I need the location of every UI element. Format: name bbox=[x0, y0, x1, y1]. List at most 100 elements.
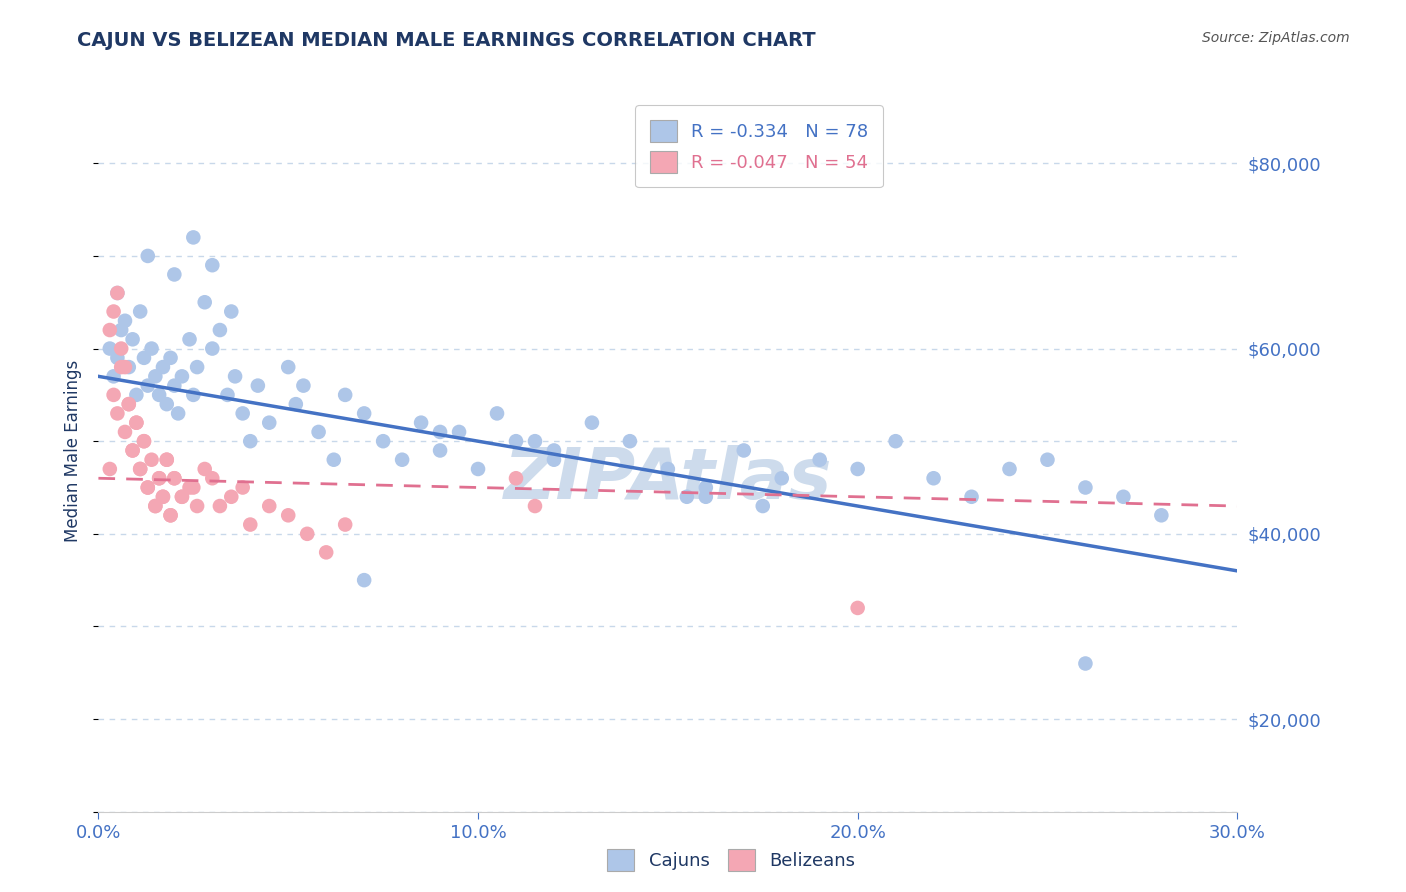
Point bbox=[170, 490, 193, 504]
Point bbox=[194, 295, 217, 310]
Point bbox=[107, 406, 129, 420]
Point bbox=[657, 462, 679, 476]
Point bbox=[103, 304, 125, 318]
Point bbox=[98, 323, 121, 337]
Point bbox=[159, 508, 181, 523]
Point bbox=[125, 416, 148, 430]
Point bbox=[103, 369, 125, 384]
Point bbox=[183, 388, 205, 402]
Point bbox=[183, 230, 205, 244]
Point bbox=[183, 481, 205, 495]
Point bbox=[335, 388, 357, 402]
Point bbox=[221, 490, 243, 504]
Point bbox=[156, 452, 179, 467]
Point bbox=[292, 378, 315, 392]
Point bbox=[391, 452, 413, 467]
Point bbox=[107, 285, 129, 300]
Point bbox=[136, 481, 159, 495]
Point bbox=[148, 471, 170, 485]
Legend: R = -0.334   N = 78, R = -0.047   N = 54: R = -0.334 N = 78, R = -0.047 N = 54 bbox=[636, 105, 883, 187]
Point bbox=[163, 471, 186, 485]
Point bbox=[148, 388, 170, 402]
Point bbox=[695, 481, 717, 495]
Point bbox=[752, 499, 775, 513]
Point bbox=[148, 471, 170, 485]
Point bbox=[770, 471, 793, 485]
Point bbox=[121, 443, 143, 458]
Point bbox=[125, 416, 148, 430]
Point bbox=[179, 481, 201, 495]
Point bbox=[98, 342, 121, 356]
Point bbox=[114, 360, 136, 375]
Point bbox=[186, 499, 208, 513]
Point bbox=[201, 258, 224, 272]
Point bbox=[125, 388, 148, 402]
Point bbox=[259, 416, 281, 430]
Point bbox=[194, 462, 217, 476]
Point bbox=[224, 369, 246, 384]
Point bbox=[676, 490, 699, 504]
Point bbox=[145, 369, 167, 384]
Point bbox=[1112, 490, 1135, 504]
Point bbox=[619, 434, 641, 449]
Point bbox=[232, 481, 254, 495]
Point bbox=[846, 462, 869, 476]
Point bbox=[208, 499, 231, 513]
Point bbox=[201, 471, 224, 485]
Point bbox=[159, 508, 181, 523]
Point bbox=[136, 378, 159, 392]
Point bbox=[132, 351, 155, 365]
Point bbox=[524, 434, 547, 449]
Point bbox=[98, 462, 121, 476]
Point bbox=[186, 360, 208, 375]
Point bbox=[163, 378, 186, 392]
Point bbox=[156, 452, 179, 467]
Point bbox=[1036, 452, 1059, 467]
Point bbox=[132, 434, 155, 449]
Point bbox=[129, 462, 152, 476]
Point bbox=[581, 416, 603, 430]
Point bbox=[353, 406, 375, 420]
Point bbox=[277, 360, 299, 375]
Point bbox=[695, 490, 717, 504]
Point bbox=[118, 397, 141, 411]
Point bbox=[239, 517, 262, 532]
Point bbox=[110, 323, 132, 337]
Point bbox=[246, 378, 269, 392]
Point bbox=[136, 481, 159, 495]
Point bbox=[110, 342, 132, 356]
Point bbox=[297, 526, 319, 541]
Point bbox=[107, 351, 129, 365]
Point bbox=[543, 443, 565, 458]
Point bbox=[239, 434, 262, 449]
Point bbox=[156, 397, 179, 411]
Point bbox=[179, 332, 201, 346]
Point bbox=[170, 490, 193, 504]
Point bbox=[121, 332, 143, 346]
Point bbox=[308, 425, 330, 439]
Point bbox=[141, 342, 163, 356]
Point bbox=[335, 517, 357, 532]
Text: CAJUN VS BELIZEAN MEDIAN MALE EARNINGS CORRELATION CHART: CAJUN VS BELIZEAN MEDIAN MALE EARNINGS C… bbox=[77, 31, 815, 50]
Point bbox=[152, 490, 174, 504]
Point bbox=[543, 452, 565, 467]
Point bbox=[217, 388, 239, 402]
Point bbox=[129, 462, 152, 476]
Point bbox=[429, 425, 451, 439]
Point bbox=[524, 499, 547, 513]
Point bbox=[152, 490, 174, 504]
Point bbox=[141, 452, 163, 467]
Point bbox=[110, 360, 132, 375]
Text: Source: ZipAtlas.com: Source: ZipAtlas.com bbox=[1202, 31, 1350, 45]
Point bbox=[132, 434, 155, 449]
Point bbox=[505, 471, 527, 485]
Point bbox=[170, 369, 193, 384]
Point bbox=[121, 443, 143, 458]
Point bbox=[733, 443, 755, 458]
Point bbox=[201, 342, 224, 356]
Point bbox=[277, 508, 299, 523]
Point bbox=[259, 499, 281, 513]
Point bbox=[163, 471, 186, 485]
Point bbox=[998, 462, 1021, 476]
Y-axis label: Median Male Earnings: Median Male Earnings bbox=[65, 359, 83, 541]
